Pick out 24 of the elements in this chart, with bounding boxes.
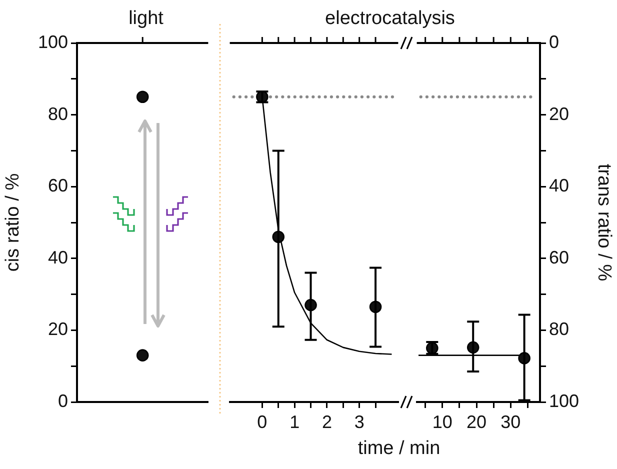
- x-tick-label: 10: [432, 412, 452, 432]
- y2-tick-label: 100: [549, 390, 580, 411]
- y-tick-label: 40: [48, 247, 68, 268]
- y-axis-title: cis ratio / %: [2, 173, 24, 272]
- x-tick-label: 1: [290, 412, 300, 432]
- y2-tick-label: 20: [549, 104, 570, 124]
- y2-tick-label: 60: [549, 247, 570, 268]
- y2-tick-label: 40: [549, 176, 570, 196]
- y-tick-label: 80: [48, 104, 68, 124]
- y2-tick-label: 0: [549, 32, 560, 52]
- y-tick-label: 60: [48, 176, 68, 196]
- y-tick-label: 0: [58, 390, 68, 411]
- x-tick-label: 2: [322, 412, 332, 432]
- chart-title: light: [128, 8, 164, 30]
- chart-title: electrocatalysis: [324, 8, 456, 30]
- y2-tick-label: 80: [549, 319, 570, 340]
- y2-axis-title: trans ratio / %: [593, 164, 614, 282]
- x-axis-title: time / min: [356, 438, 442, 460]
- y-tick-label: 20: [48, 319, 68, 340]
- y-tick-label: 100: [38, 32, 68, 52]
- x-tick-label: 3: [354, 412, 364, 432]
- x-tick-label: 30: [500, 412, 521, 432]
- x-tick-label: 0: [257, 412, 268, 432]
- x-tick-label: 20: [466, 412, 487, 432]
